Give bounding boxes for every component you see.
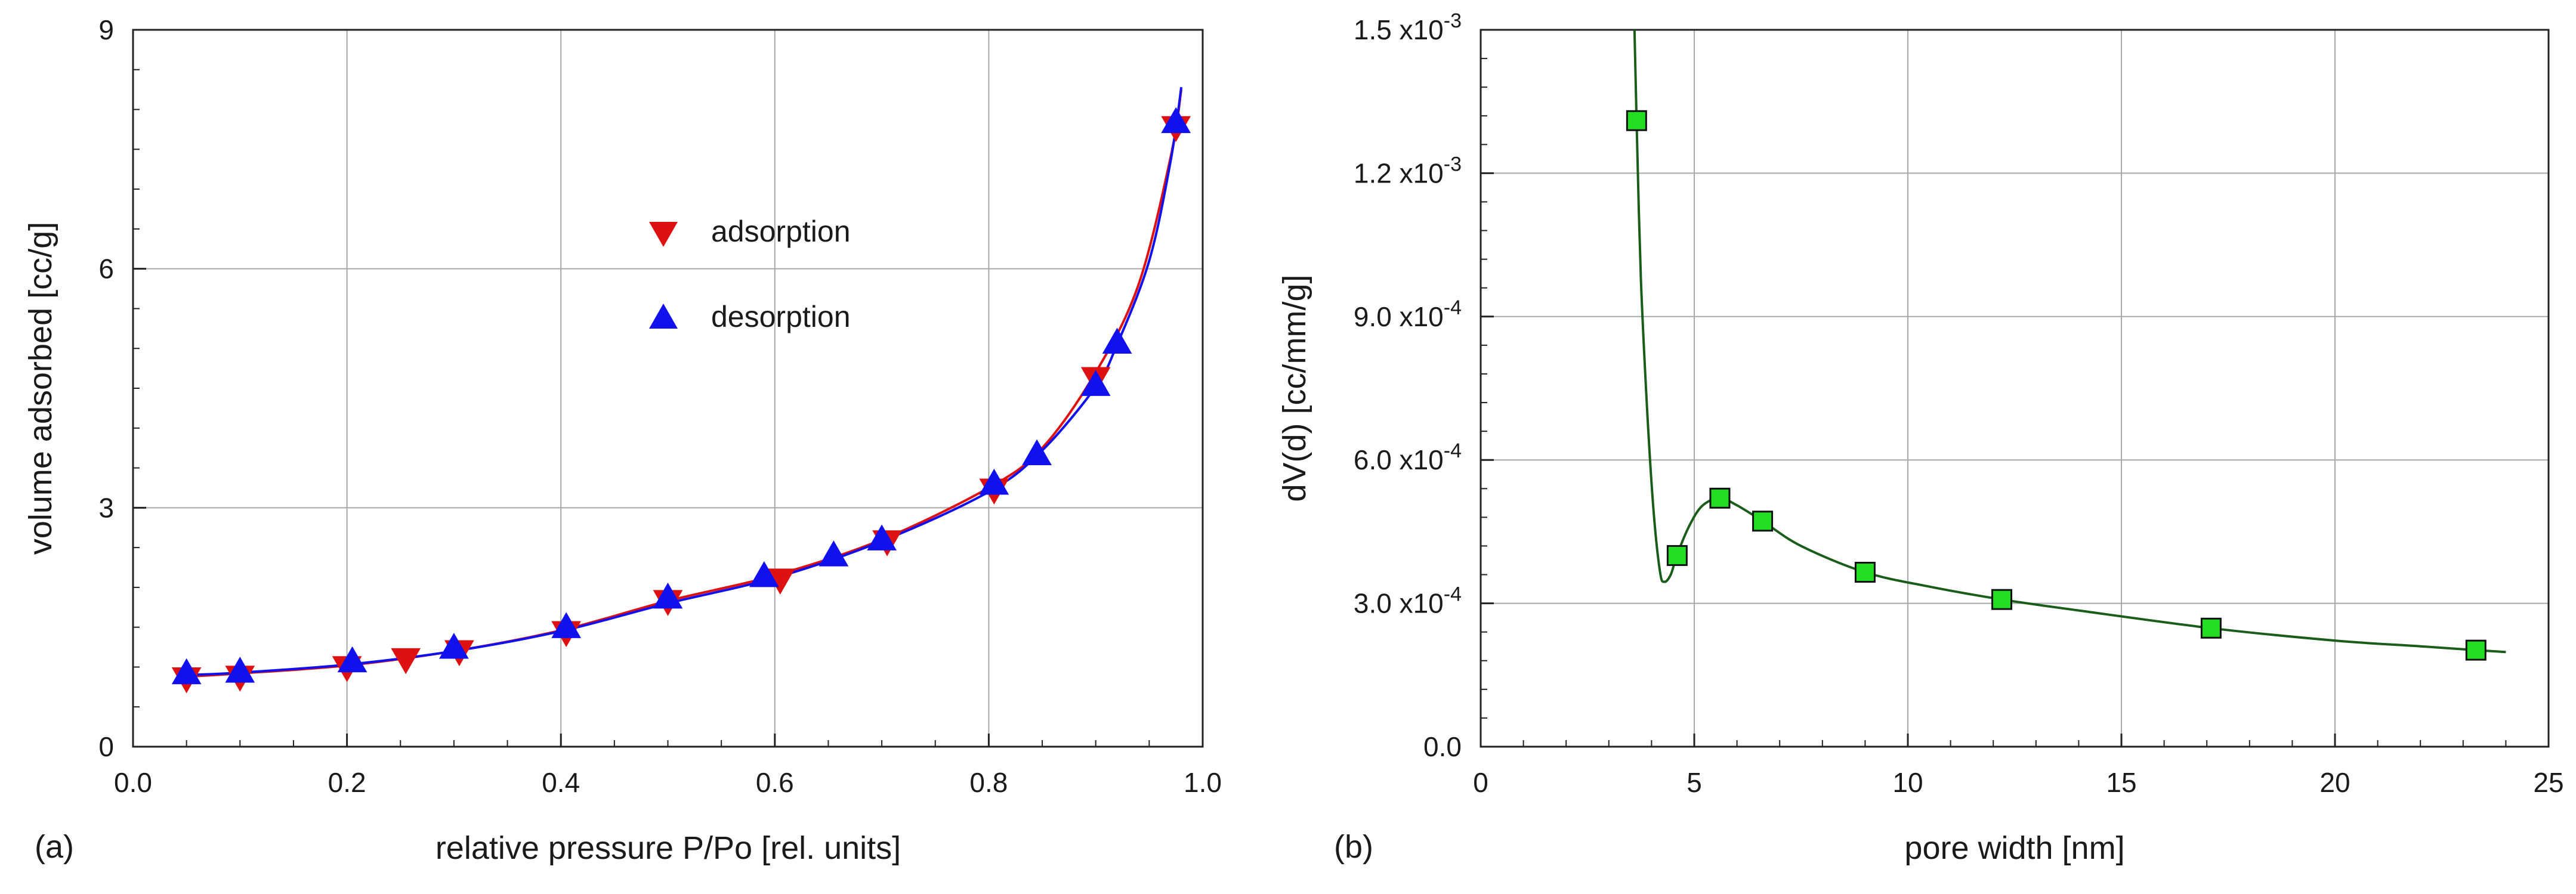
panel-a-curves — [186, 86, 1183, 678]
panel-b-x-tick-label: 10 — [1892, 767, 1923, 798]
panel-a-y-tick-label: 6 — [98, 253, 114, 284]
panel-a-desorption-point — [439, 633, 469, 659]
panel-a-x-tick-label: 0.4 — [542, 767, 580, 798]
panel-b-y-tick-label: 1.2 x10-3 — [1354, 153, 1462, 188]
panel-a-desorption-point — [171, 658, 202, 685]
panel-a-x-tick-label: 0.2 — [328, 767, 366, 798]
panel-a-x-axis-label: relative pressure P/Po [rel. units] — [435, 830, 901, 866]
panel-a-desorption-point — [749, 561, 779, 587]
panel-a-desorption-point — [551, 612, 582, 638]
panel-b-y-tick-label: 6.0 x10-4 — [1354, 440, 1462, 475]
panel-b-y-axis-label: dV(d) [cc/mm/g] — [1277, 274, 1312, 502]
panel-b-points — [1626, 110, 2487, 661]
panel-a-desorption-point — [653, 582, 683, 609]
panel-a-desorption-point — [225, 657, 255, 683]
panel-a-y-tick-label: 3 — [98, 492, 114, 523]
panel-b-y-tick-label: 3.0 x10-4 — [1354, 583, 1462, 619]
legend-adsorption-marker — [649, 222, 678, 247]
panel-b-curve — [1633, 29, 2506, 654]
panel-a-desorption-point — [1161, 107, 1191, 134]
panel-b-data-point — [1752, 511, 1774, 532]
panel-a-desorption-point — [1080, 370, 1111, 396]
panel-b-x-tick-label: 20 — [2319, 767, 2350, 798]
panel-a-x-tick-label: 0.0 — [114, 767, 152, 798]
panel-a-x-tick-label: 0.6 — [756, 767, 794, 798]
panel-a-ticks: 0.0 0.2 0.4 0.6 0.8 1.0 0 3 6 9 — [98, 14, 1222, 798]
panel-a-adsorption-isotherm: 0.0 0.2 0.4 0.6 0.8 1.0 0 3 6 9 adsorption desorp… — [23, 14, 1222, 866]
panel-b-pore-size-distribution: 0 5 10 15 20 25 0.0 3.0 x10-4 6.0 x10-4 9.0 x10-4… — [1277, 10, 2564, 866]
panel-b-label: (b) — [1334, 829, 1373, 865]
panel-b-data-point — [1626, 110, 1647, 131]
panel-a-adsorption-point — [391, 648, 421, 675]
panel-b-grid — [1481, 30, 2549, 747]
panel-a-desorption-point — [337, 646, 367, 673]
panel-a-label: (a) — [35, 829, 74, 865]
panel-a-desorption-point — [979, 468, 1009, 495]
panel-b-data-point — [1854, 562, 1876, 583]
panel-a-x-tick-label: 0.8 — [969, 767, 1008, 798]
panel-b-ticks: 0 5 10 15 20 25 0.0 3.0 x10-4 6.0 x10-4 9.0 x10-4… — [1354, 10, 2564, 798]
panel-b-x-tick-label: 25 — [2533, 767, 2563, 798]
panel-b-x-tick-label: 15 — [2106, 767, 2136, 798]
panel-a-plot-frame — [132, 29, 1204, 748]
panel-a-legend: adsorption desorption — [649, 215, 851, 333]
legend-desorption-label: desorption — [711, 300, 851, 333]
legend-adsorption-label: adsorption — [711, 215, 851, 248]
panel-b-data-point — [1991, 589, 2013, 610]
panel-b-y-tick-label: 0.0 — [1423, 731, 1462, 762]
panel-b-curves — [1633, 29, 2506, 654]
panel-a-adsorption-curve — [186, 89, 1183, 678]
panel-b-x-tick-label: 0 — [1473, 767, 1488, 798]
panel-a-desorption-curve — [186, 86, 1183, 676]
panel-a-y-tick-label: 9 — [98, 14, 114, 45]
panel-a-y-tick-label: 0 — [98, 731, 114, 762]
panel-a-desorption-point — [818, 540, 849, 567]
panel-a-x-tick-label: 1.0 — [1184, 767, 1222, 798]
panel-b-data-point — [1709, 487, 1731, 509]
panel-a-desorption-point — [1102, 327, 1132, 354]
legend-desorption-marker — [649, 304, 678, 329]
panel-b-y-tick-label: 9.0 x10-4 — [1354, 296, 1462, 332]
panel-b-plot-frame — [1479, 29, 2550, 748]
panel-b-data-point — [2200, 617, 2222, 639]
panel-b-x-axis-label: pore width [nm] — [1904, 830, 2124, 866]
panel-b-data-point — [1666, 545, 1688, 566]
panel-b-y-tick-label: 1.5 x10-3 — [1354, 10, 1462, 45]
panel-a-points — [171, 107, 1191, 694]
panel-b-data-point — [2465, 639, 2487, 661]
panel-a-desorption-point — [867, 524, 897, 550]
panel-b-x-tick-label: 5 — [1687, 767, 1702, 798]
panel-a-grid — [133, 30, 1203, 747]
panel-a-y-axis-label: volume adsorbed [cc/g] — [23, 222, 58, 555]
panel-a-desorption-point — [1022, 439, 1052, 466]
